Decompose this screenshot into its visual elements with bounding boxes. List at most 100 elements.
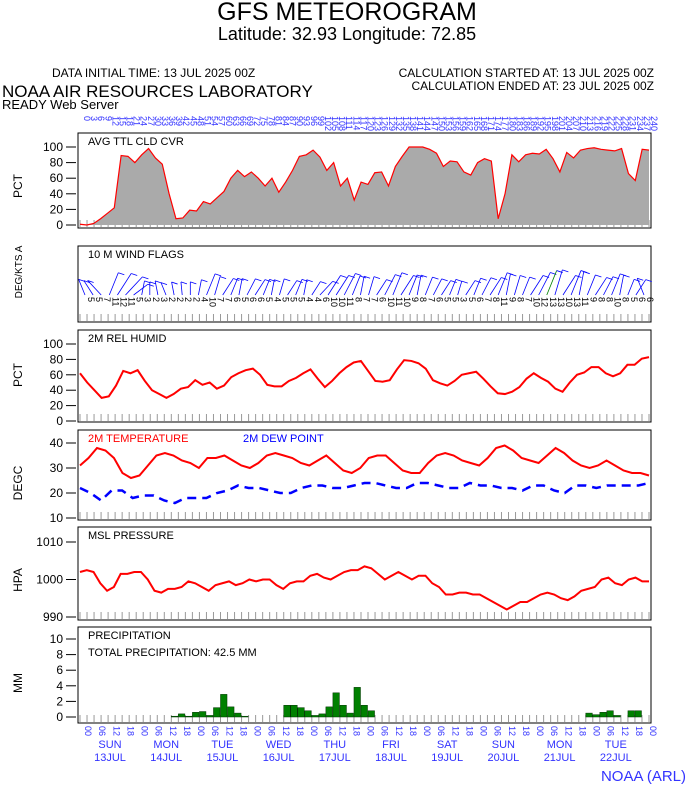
wind-barb-flag: [269, 278, 276, 282]
panel-frame: [77, 429, 652, 521]
precip-bar: [241, 715, 249, 718]
wind-barb: [78, 279, 86, 296]
panel-frame: [77, 526, 652, 621]
wind-speed-label: 7: [361, 297, 371, 302]
hour-label: 06: [323, 726, 333, 736]
wind-barb-flag: [171, 281, 178, 285]
wind-barb-flag: [432, 276, 439, 280]
wind-barb-flag: [155, 280, 162, 284]
day-of-week-label: FRI: [382, 739, 400, 751]
wind-speed-label: 6: [637, 297, 647, 302]
hour-label: 12: [168, 726, 178, 736]
y-axis-label: MM: [11, 673, 25, 693]
y-axis-label: PCT: [11, 173, 25, 198]
precip-bar: [613, 715, 621, 718]
wind-barb-flag: [623, 274, 630, 278]
hour-label: 06: [436, 726, 446, 736]
cloud-cover-line: [79, 146, 650, 226]
forecast-hour-label: 90: [295, 116, 305, 126]
wind-barb: [570, 270, 582, 296]
wind-speed-label: 8: [491, 297, 501, 302]
wind-barb: [246, 278, 256, 296]
wind-barb: [117, 273, 132, 296]
wind-barb: [408, 274, 418, 296]
wind-speed-label: 4: [199, 297, 209, 302]
wind-speed-label: 10: [337, 297, 347, 307]
wind-speed-label: 5: [135, 297, 145, 302]
wind-speed-label: 7: [523, 297, 533, 302]
precip-bar: [346, 712, 354, 718]
wind-barb: [595, 277, 607, 296]
wind-barb: [360, 276, 365, 296]
wind-barb-flag: [373, 276, 381, 280]
y-tick-label: 0: [56, 710, 63, 724]
wind-speed-label: 5: [442, 297, 452, 302]
wind-barb-flag: [637, 277, 644, 281]
wind-speed-label: 2: [183, 297, 193, 302]
precip-bar: [311, 715, 319, 718]
wind-barb: [416, 275, 422, 296]
precip-bar: [206, 715, 214, 718]
hour-label: 00: [366, 726, 376, 736]
credit-label: NOAA (ARL): [600, 768, 686, 785]
wind-barb: [522, 277, 531, 296]
forecast-hour-label: 42: [181, 116, 191, 126]
y-tick-label: 0: [56, 218, 63, 232]
wind-barb-flag: [301, 278, 309, 282]
wind-barb-flag: [284, 278, 291, 282]
wind-barb: [368, 276, 375, 296]
wind-speed-label: 5: [629, 297, 639, 302]
forecast-hour-label: 234: [635, 116, 645, 131]
wind-speed-label: 13: [556, 297, 566, 307]
wind-barb-flag: [255, 278, 262, 282]
y-tick-label: 6: [56, 663, 63, 677]
forecast-hour-label: 144: [422, 116, 432, 131]
wind-barb: [180, 281, 183, 296]
forecast-hour-label: 162: [465, 116, 475, 131]
wind-speed-label: 11: [499, 297, 509, 306]
y-tick-label: 100: [43, 337, 63, 351]
precip-bar: [213, 707, 221, 718]
wind-barb: [295, 279, 303, 296]
forecast-hour-label: 96: [309, 116, 319, 126]
wind-speed-label: 5: [467, 297, 477, 302]
forecast-hour-label: 219: [599, 116, 609, 131]
hour-label: 18: [125, 726, 135, 736]
wind-barb-flag: [190, 281, 197, 285]
pressure-line: [79, 565, 649, 611]
calc-ended: CALCULATION ENDED AT: 23 JUL 2025 00Z: [411, 79, 654, 93]
wind-speed-label: 7: [370, 297, 380, 302]
forecast-hour-label: 3: [89, 116, 99, 121]
wind-barb: [327, 275, 341, 296]
y-tick-label: 40: [50, 187, 64, 201]
wind-barb-flag: [118, 272, 125, 276]
wind-barb-flag: [147, 283, 154, 287]
wind-barb: [351, 275, 361, 296]
wind-barb: [230, 278, 238, 296]
wind-barb-flag: [583, 271, 590, 275]
precip-bar: [592, 714, 600, 718]
date-label: 22JUL: [600, 752, 632, 764]
precip-bar: [290, 705, 298, 718]
y-tick-label: 100: [43, 140, 63, 154]
wind-speed-label: 5: [94, 297, 104, 302]
rel-humid-line: [79, 356, 650, 400]
wind-barb: [433, 278, 443, 296]
wind-speed-label: 5: [451, 297, 461, 302]
hour-label: 06: [210, 726, 220, 736]
temperature-line: [79, 444, 650, 480]
y-axis-label: DEG/KTS A: [14, 245, 25, 298]
cloud-cover-area: [80, 147, 649, 225]
forecast-hour-label: 30: [153, 116, 163, 126]
wind-barb-flag: [306, 279, 313, 283]
forecast-hour-label: 21: [132, 116, 142, 126]
wind-speed-label: 5: [280, 297, 290, 302]
wind-barb-flag: [480, 277, 487, 281]
forecast-hour-label: 132: [394, 116, 404, 131]
wind-barb-flag: [461, 280, 468, 284]
forecast-hour-label: 102: [323, 116, 333, 131]
forecast-hour-label: 117: [358, 116, 368, 130]
wind-barb-flag: [180, 281, 188, 285]
precip-bar: [171, 715, 179, 718]
